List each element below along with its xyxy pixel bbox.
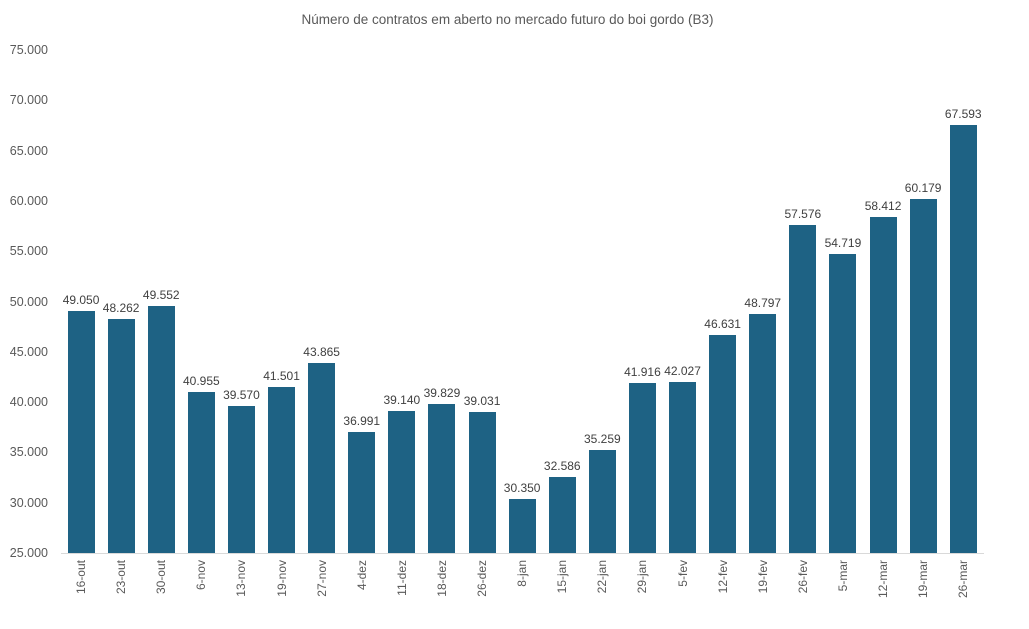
bar bbox=[468, 411, 496, 553]
x-tick-label: 19-nov bbox=[274, 560, 289, 597]
bar-value-label: 41.501 bbox=[263, 368, 300, 383]
bar-value-label: 46.631 bbox=[704, 317, 741, 332]
x-tick-label: 26-fev bbox=[795, 560, 810, 594]
bar bbox=[388, 410, 416, 553]
y-tick-label: 40.000 bbox=[9, 395, 48, 410]
bar-value-label: 57.576 bbox=[784, 207, 822, 222]
y-tick-label: 70.000 bbox=[9, 93, 48, 108]
x-tick-label: 19-fev bbox=[755, 560, 770, 594]
bar-value-label: 35.259 bbox=[583, 431, 621, 446]
bar bbox=[949, 124, 977, 553]
bar-value-label: 60.179 bbox=[904, 181, 942, 196]
bar bbox=[308, 363, 336, 553]
x-tick-label: 18-dez bbox=[434, 560, 449, 597]
bar-value-label: 41.916 bbox=[624, 364, 661, 379]
bar-value-label: 58.412 bbox=[864, 198, 902, 213]
bar bbox=[548, 476, 576, 553]
bar bbox=[628, 382, 656, 553]
x-tick-label: 29-jan bbox=[635, 560, 650, 594]
bar-value-label: 40.955 bbox=[182, 374, 220, 389]
bar bbox=[268, 386, 296, 553]
y-tick-label: 25.000 bbox=[9, 546, 48, 560]
bar bbox=[709, 335, 737, 553]
x-tick-label: 22-jan bbox=[595, 560, 610, 594]
x-tick-label: 12-mar bbox=[876, 560, 891, 599]
x-tick-label: 12-fev bbox=[715, 560, 730, 594]
bar-value-label: 39.031 bbox=[463, 393, 501, 408]
x-tick-label: 26-mar bbox=[956, 560, 971, 599]
bar bbox=[789, 225, 817, 553]
bar bbox=[869, 216, 897, 553]
bar-value-label: 48.797 bbox=[744, 295, 782, 310]
bar bbox=[107, 318, 135, 553]
bar-value-label: 42.027 bbox=[664, 363, 701, 378]
y-tick-label: 75.000 bbox=[9, 43, 48, 57]
x-tick-label: 13-nov bbox=[234, 560, 249, 597]
x-tick-label: 30-out bbox=[154, 560, 169, 595]
bar bbox=[67, 311, 95, 553]
chart-title: Número de contratos em aberto no mercado… bbox=[301, 12, 714, 27]
y-tick-label: 55.000 bbox=[9, 244, 48, 259]
bar bbox=[187, 392, 215, 553]
bar bbox=[428, 403, 456, 553]
x-tick-label: 26-dez bbox=[475, 560, 490, 597]
x-tick-label: 23-out bbox=[114, 560, 129, 595]
x-tick-label: 11-dez bbox=[394, 560, 409, 596]
bar bbox=[829, 254, 857, 553]
bar-value-label: 43.865 bbox=[303, 345, 340, 360]
x-tick-label: 15-jan bbox=[555, 560, 570, 594]
bar bbox=[749, 313, 777, 553]
x-tick-label: 4-dez bbox=[354, 560, 369, 591]
bar-value-label: 36.991 bbox=[343, 414, 381, 429]
bar bbox=[588, 449, 616, 553]
x-tick-label: 5-fev bbox=[675, 560, 690, 587]
x-tick-label: 16-out bbox=[74, 560, 89, 595]
bar bbox=[909, 199, 937, 553]
y-tick-label: 65.000 bbox=[9, 143, 48, 158]
y-tick-label: 30.000 bbox=[9, 495, 48, 510]
x-tick-label: 8-jan bbox=[515, 560, 530, 587]
bar bbox=[147, 306, 175, 553]
bar-value-label: 67.593 bbox=[944, 106, 982, 121]
bar-value-label: 32.586 bbox=[543, 458, 581, 473]
bar-value-label: 49.552 bbox=[142, 288, 180, 302]
bar-value-label: 49.050 bbox=[62, 293, 100, 308]
bar-value-label: 48.262 bbox=[102, 300, 140, 315]
y-tick-label: 35.000 bbox=[9, 445, 48, 460]
y-tick-label: 45.000 bbox=[9, 344, 48, 359]
bar bbox=[348, 432, 376, 553]
bar-value-label: 39.570 bbox=[223, 388, 260, 403]
bar bbox=[227, 406, 255, 553]
x-tick-label: 27-nov bbox=[314, 560, 329, 597]
bar bbox=[669, 381, 697, 553]
x-tick-label: 19-mar bbox=[916, 560, 931, 599]
y-tick-label: 50.000 bbox=[9, 294, 48, 309]
bar-value-label: 39.140 bbox=[383, 392, 421, 407]
bar-value-label: 54.719 bbox=[824, 236, 862, 251]
bar-value-label: 30.350 bbox=[503, 481, 541, 496]
bar-value-label: 39.829 bbox=[423, 385, 461, 400]
y-tick-label: 60.000 bbox=[9, 193, 48, 208]
x-tick-label: 6-nov bbox=[194, 560, 209, 591]
x-axis-line bbox=[61, 553, 985, 554]
bar bbox=[508, 499, 536, 553]
x-tick-label: 5-mar bbox=[835, 560, 850, 592]
